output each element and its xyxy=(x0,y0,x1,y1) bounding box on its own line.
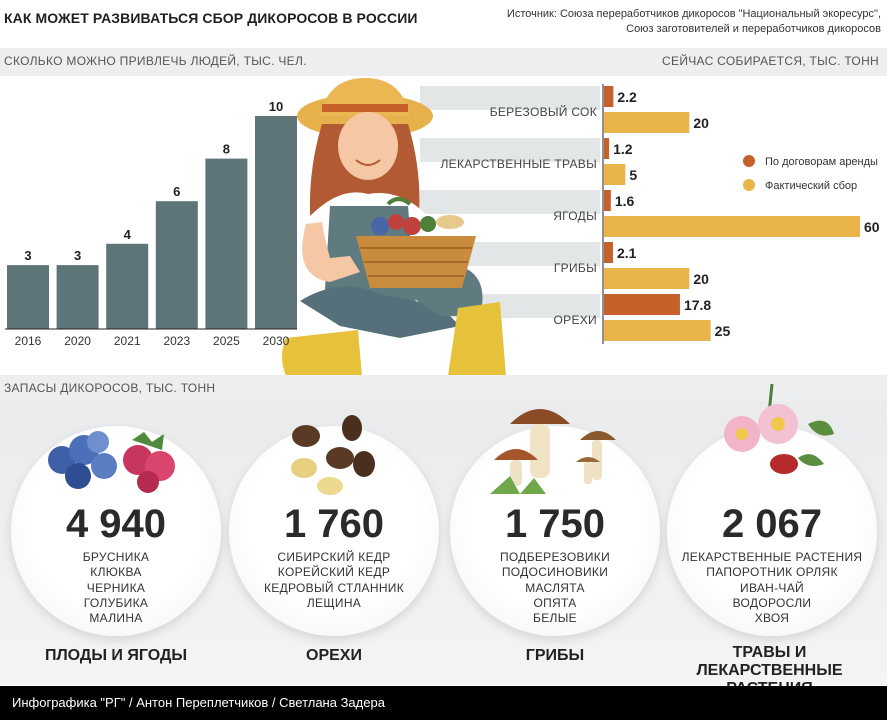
harvest-category-label: ОРЕХИ xyxy=(554,313,597,327)
page-title: КАК МОЖЕТ РАЗВИВАТЬСЯ СБОР ДИКОРОСОВ В Р… xyxy=(4,10,418,26)
harvest-bar-lease xyxy=(604,138,610,159)
harvest-category-label: БЕРЕЗОВЫЙ СОК xyxy=(490,104,597,119)
stock-item: ПАПОРОТНИК ОРЛЯК xyxy=(706,565,838,580)
harvest-bar-value-label: 1.2 xyxy=(613,141,633,157)
stock-list-nuts: СИБИРСКИЙ КЕДР КОРЕЙСКИЙ КЕДР КЕДРОВЫЙ С… xyxy=(229,550,439,611)
stock-item: МАСЛЯТА xyxy=(525,580,585,595)
people-bar xyxy=(205,158,248,329)
harvest-chart-title: СЕЙЧАС СОБИРАЕТСЯ, ТЫС. ТОНН xyxy=(662,54,879,68)
stock-item: ХВОЯ xyxy=(754,611,790,626)
people-bar xyxy=(155,201,198,329)
harvest-bar-lease xyxy=(604,242,613,263)
harvest-bar-lease xyxy=(604,294,680,315)
stock-category-berries: ПЛОДЫ И ЯГОДЫ xyxy=(44,647,188,664)
people-year-tick-label: 2023 xyxy=(163,334,190,348)
legend-label-lease: По договорам аренды xyxy=(765,156,878,168)
stock-list-berries: БРУСНИКА КЛЮКВА ЧЕРНИКА ГОЛУБИКА МАЛИНА xyxy=(11,550,221,626)
people-bar xyxy=(7,265,49,329)
stock-item: КЕДРОВЫЙ СТЛАННИК xyxy=(263,580,405,595)
stock-circle-berries: 4 940 БРУСНИКА КЛЮКВА ЧЕРНИКА ГОЛУБИКА М… xyxy=(11,426,221,636)
harvest-bar-value-label: 5 xyxy=(629,167,637,183)
stock-item: ГОЛУБИКА xyxy=(83,595,149,610)
harvest-bar-value-label: 60 xyxy=(864,219,880,235)
harvest-bar-actual xyxy=(604,164,626,185)
harvest-category-label: ЛЕКАРСТВЕННЫЕ ТРАВЫ xyxy=(440,157,597,171)
harvest-bar-actual xyxy=(604,320,711,341)
stock-category-mushrooms: ГРИБЫ xyxy=(525,647,585,664)
stock-value-herbs: 2 067 xyxy=(721,502,823,546)
stock-item: КЛЮКВА xyxy=(90,565,142,580)
harvest-bar-actual xyxy=(604,112,690,133)
stock-list-mushrooms: ПОДБЕРЕЗОВИКИ ПОДОСИНОВИКИ МАСЛЯТА ОПЯТА… xyxy=(450,550,660,626)
stock-item: ОПЯТА xyxy=(533,595,577,610)
people-bar-value-label: 3 xyxy=(24,248,31,263)
harvest-bar-chart: БЕРЕЗОВЫЙ СОК 2.2 20 ЛЕКАРСТВЕННЫЕ ТРАВЫ 1.2… xyxy=(440,84,880,344)
mushrooms-icon xyxy=(490,409,616,494)
stock-item: СИБИРСКИЙ КЕДР xyxy=(277,550,391,564)
legend-label-actual: Фактический сбор xyxy=(765,180,857,192)
footer-credit: Инфографика "РГ" / Антон Переплетчиков /… xyxy=(12,695,385,710)
people-year-tick-label: 2025 xyxy=(213,334,240,348)
people-bar-value-label: 4 xyxy=(124,227,132,242)
legend-marker-lease xyxy=(743,155,755,167)
stock-item: КОРЕЙСКИЙ КЕДР xyxy=(277,565,391,580)
stock-circle-mushrooms: 1 750 ПОДБЕРЕЗОВИКИ ПОДОСИНОВИКИ МАСЛЯТА… xyxy=(450,426,660,636)
stock-item: ПОДОСИНОВИКИ xyxy=(501,565,609,580)
section-header-bar: СКОЛЬКО МОЖНО ПРИВЛЕЧЬ ЛЮДЕЙ, ТЫС. ЧЕЛ. … xyxy=(0,48,887,76)
legend-marker-actual xyxy=(743,179,755,191)
people-year-tick-label: 2030 xyxy=(263,334,290,348)
harvest-bar-value-label: 1.6 xyxy=(615,193,635,209)
berries-icon xyxy=(48,431,175,493)
stock-category-nuts: ОРЕХИ xyxy=(306,647,362,664)
stock-value-berries: 4 940 xyxy=(65,502,167,546)
people-bar-chart: 3 2016 3 2020 4 2021 6 2023 8 2025 10 2030 xyxy=(5,99,297,348)
people-year-tick-label: 2020 xyxy=(64,334,91,348)
people-bar xyxy=(106,243,149,329)
harvest-bar-value-label: 2.1 xyxy=(617,245,637,261)
people-year-tick-label: 2016 xyxy=(15,334,42,348)
people-bar-value-label: 10 xyxy=(269,99,283,114)
stock-item: ВОДОРОСЛИ xyxy=(732,595,812,610)
people-bar-value-label: 8 xyxy=(223,142,230,157)
stock-item: БРУСНИКА xyxy=(82,550,150,564)
people-bar xyxy=(255,116,297,329)
stock-value-nuts: 1 760 xyxy=(283,502,385,546)
footer: Инфографика "РГ" / Антон Переплетчиков /… xyxy=(0,686,887,720)
source-line-2: Союз заготовителей и переработчиков дико… xyxy=(626,23,881,35)
stocks-section-title: ЗАПАСЫ ДИКОРОСОВ, ТЫС. ТОНН xyxy=(4,381,216,395)
source-line-1: Источник: Союза переработчиков дикоросов… xyxy=(506,8,881,20)
harvest-bar-value-label: 20 xyxy=(693,271,709,287)
people-bar-value-label: 3 xyxy=(74,248,81,263)
people-bar-value-label: 6 xyxy=(173,184,180,199)
harvest-bar-value-label: 20 xyxy=(693,115,709,131)
stock-list-herbs: ЛЕКАРСТВЕННЫЕ РАСТЕНИЯ ПАПОРОТНИК ОРЛЯК … xyxy=(667,550,877,626)
people-bar xyxy=(56,265,99,329)
harvest-bar-value-label: 2.2 xyxy=(617,89,637,105)
stocks-section-header: ЗАПАСЫ ДИКОРОСОВ, ТЫС. ТОНН xyxy=(0,375,887,401)
stock-value-mushrooms: 1 750 xyxy=(504,502,606,546)
stock-item: ЛЕЩИНА xyxy=(306,595,362,610)
stock-item: МАЛИНА xyxy=(89,611,143,626)
harvest-category-label: ЯГОДЫ xyxy=(553,209,597,223)
stock-circle-herbs: 2 067 ЛЕКАРСТВЕННЫЕ РАСТЕНИЯ ПАПОРОТНИК … xyxy=(667,426,877,636)
woman-with-basket-illustration xyxy=(282,78,600,376)
stock-item: БЕЛЫЕ xyxy=(533,611,577,626)
people-year-tick-label: 2021 xyxy=(114,334,141,348)
harvest-bar-value-label: 25 xyxy=(715,323,731,339)
harvest-bar-lease xyxy=(604,86,614,107)
stock-item: ПОДБЕРЕЗОВИКИ xyxy=(499,550,611,564)
source-note: Источник: Союза переработчиков дикоросов… xyxy=(481,7,881,37)
harvest-bar-actual xyxy=(604,268,690,289)
flowers-icon xyxy=(724,384,834,474)
stock-category-herbs-line-1: ТРАВЫ И xyxy=(732,644,807,661)
harvest-bar-actual xyxy=(604,216,860,237)
stock-item: ЧЕРНИКА xyxy=(86,580,146,595)
harvest-bar-value-label: 17.8 xyxy=(684,297,711,313)
nuts-icon xyxy=(291,415,375,495)
harvest-bar-lease xyxy=(604,190,611,211)
stock-item: ЛЕКАРСТВЕННЫЕ РАСТЕНИЯ xyxy=(681,550,863,564)
harvest-category-label: ГРИБЫ xyxy=(554,261,597,275)
stock-item: ИВАН-ЧАЙ xyxy=(740,580,804,595)
people-chart-title: СКОЛЬКО МОЖНО ПРИВЛЕЧЬ ЛЮДЕЙ, ТЫС. ЧЕЛ. xyxy=(4,54,307,68)
